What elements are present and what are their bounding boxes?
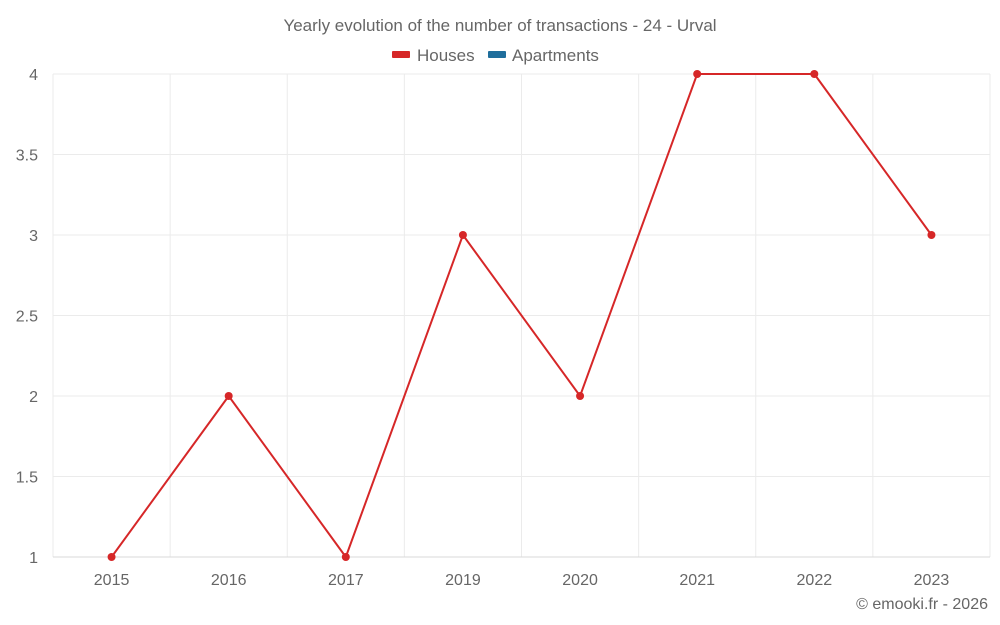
data-point[interactable] [107,553,116,561]
legend-item-houses[interactable]: Houses [392,46,475,65]
legend-label-houses: Houses [417,46,475,65]
data-point[interactable] [927,231,936,239]
data-point[interactable] [224,392,233,400]
legend-swatch-houses [392,51,410,58]
y-tick-label: 2.5 [16,309,38,326]
legend-label-apartments: Apartments [512,46,599,65]
x-tick-label: 2017 [328,572,364,589]
x-axis-ticks: 2015 2016 2017 2019 2020 2021 2022 2023 [94,572,950,589]
y-tick-label: 1.5 [16,470,38,487]
data-point[interactable] [341,553,350,561]
chart-title: Yearly evolution of the number of transa… [283,16,716,35]
series-line-houses [110,73,933,558]
x-tick-label: 2022 [797,572,833,589]
x-tick-label: 2019 [445,572,481,589]
y-tick-label: 3 [29,228,38,245]
y-tick-label: 4 [29,67,38,84]
y-tick-label: 3.5 [16,148,38,165]
x-tick-label: 2015 [94,572,130,589]
data-point[interactable] [576,392,585,400]
data-point[interactable] [810,70,819,78]
legend-item-apartments[interactable]: Apartments [488,46,599,65]
credit-text: © emooki.fr - 2026 [856,596,988,613]
legend: Houses Apartments [392,46,599,65]
x-tick-label: 2020 [562,572,598,589]
y-tick-label: 1 [29,550,38,567]
series-houses [107,70,936,561]
y-axis-ticks: 1 1.5 2 2.5 3 3.5 4 [16,67,38,567]
data-point[interactable] [458,231,467,239]
y-tick-label: 2 [29,389,38,406]
x-tick-label: 2016 [211,572,247,589]
data-point[interactable] [693,70,702,78]
x-tick-label: 2023 [914,572,950,589]
legend-swatch-apartments [488,51,506,58]
x-tick-label: 2021 [679,572,715,589]
